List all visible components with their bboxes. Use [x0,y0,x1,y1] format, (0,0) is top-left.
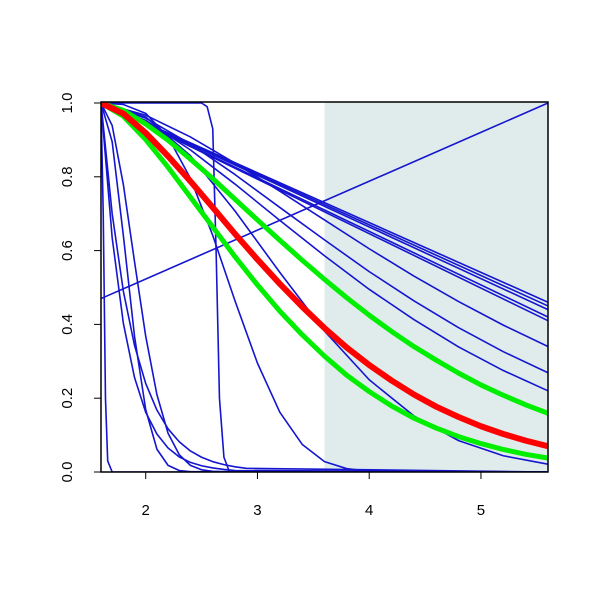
x-tick-label: 3 [253,502,261,519]
y-tick-label: 1.0 [59,93,76,114]
series-line [101,102,548,300]
series-line [101,102,548,472]
series-line [101,102,548,461]
series-line [101,102,548,472]
y-tick-label: 0.6 [59,240,76,261]
y-tick-label: 0.8 [59,166,76,187]
series-line [101,102,548,450]
y-tick-label: 0.4 [59,314,76,335]
y-tick-label: 0.0 [59,462,76,483]
series-line [101,102,548,392]
x-tick-label: 2 [142,502,150,519]
series-line [101,102,548,472]
series-line [101,102,548,416]
series-line [101,102,548,348]
series-line [101,102,548,472]
x-tick-label: 4 [365,502,373,519]
shade-layer [324,102,548,472]
plot-frame [100,101,549,473]
x-tick-label: 5 [477,502,485,519]
y-tick-label: 0.2 [59,388,76,409]
shade-region [324,102,548,472]
series-line [101,102,548,472]
axes: 2 3 4 5 0.0 0.2 0.4 0.6 0.8 1.0 [59,93,485,519]
series-line [101,102,548,311]
series-line [101,102,548,374]
series-line [101,102,548,472]
